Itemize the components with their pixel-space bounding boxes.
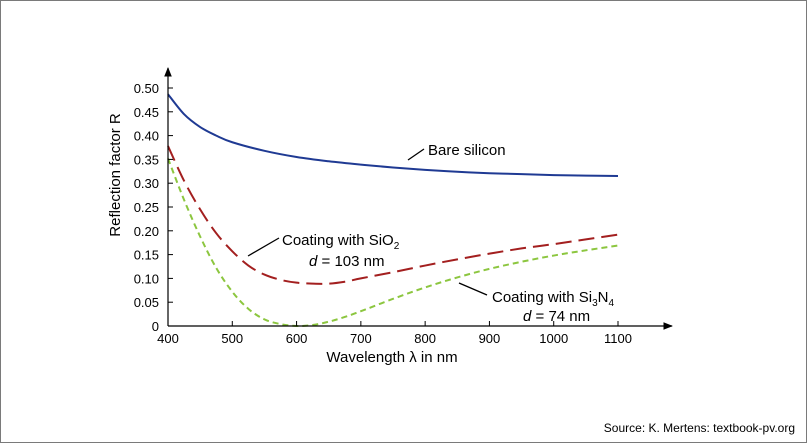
x-tick-label: 800 (414, 331, 436, 346)
sio2-label-line1: Coating with SiO2 (282, 232, 400, 252)
y-tick-label: 0.20 (134, 224, 159, 239)
x-axis-title: Wavelength λ in nm (326, 349, 457, 366)
y-tick-label: 0 (152, 319, 159, 334)
y-tick-label: 0.35 (134, 152, 159, 167)
y-tick-label: 0.05 (134, 295, 159, 310)
y-tick-label: 0.30 (134, 176, 159, 191)
x-tick-label: 600 (286, 331, 308, 346)
y-tick-label: 0.25 (134, 200, 159, 215)
sio2-leader (247, 237, 280, 257)
y-tick-label: 0.40 (134, 129, 159, 144)
x-tick-label: 1100 (604, 331, 632, 346)
si3n4-leader (458, 282, 488, 296)
y-tick-label: 0.50 (134, 81, 159, 96)
si3n4-label-line1: Coating with Si3N4 (492, 289, 614, 309)
x-tick-label: 500 (221, 331, 243, 346)
source-credit: Source: K. Mertens: textbook-pv.org (604, 421, 795, 435)
x-tick-label: 1000 (539, 331, 568, 346)
y-tick-label: 0.15 (134, 248, 159, 263)
x-tick-label: 900 (479, 331, 501, 346)
x-tick-label: 400 (157, 331, 179, 346)
y-tick-label: 0.10 (134, 271, 159, 286)
bare-silicon-label: Bare silicon (428, 142, 506, 159)
y-axis-title: Reflection factor R (107, 113, 124, 237)
y-tick-label: 0.45 (134, 105, 159, 120)
sio2-coating-line (167, 145, 619, 285)
sio2-label-line2: d = 103 nm (309, 253, 384, 270)
si3n4-label-line2: d = 74 nm (523, 308, 590, 325)
bare-silicon-leader (407, 148, 425, 161)
bare-silicon-line (167, 93, 619, 178)
x-tick-label: 700 (350, 331, 372, 346)
